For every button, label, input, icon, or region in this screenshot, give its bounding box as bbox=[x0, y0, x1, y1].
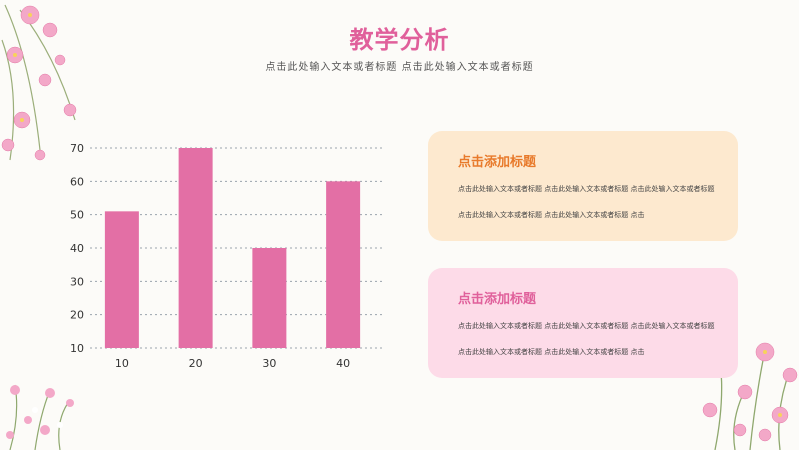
x-tick-label: 40 bbox=[336, 357, 350, 370]
y-tick-label: 40 bbox=[70, 242, 84, 255]
x-tick-label: 20 bbox=[189, 357, 203, 370]
page-title: 教学分析 bbox=[349, 26, 450, 54]
flower-cluster-icon bbox=[1, 4, 77, 161]
x-tick-label: 10 bbox=[115, 357, 129, 370]
card-body-text: 点击此处输入文本或者标题 点击此处输入文本或者标题 点击此处输入文本或者标题 点… bbox=[458, 185, 715, 219]
card-body-text: 点击此处输入文本或者标题 点击此处输入文本或者标题 点击此处输入文本或者标题 点… bbox=[458, 322, 715, 356]
flower-bush-icon bbox=[6, 384, 74, 450]
y-tick-label: 50 bbox=[70, 209, 84, 222]
y-tick-label: 10 bbox=[70, 342, 84, 355]
card-heading: 点击添加标题 bbox=[458, 292, 537, 307]
info-card[interactable]: 点击添加标题 点击此处输入文本或者标题 点击此处输入文本或者标题 点击此处输入文… bbox=[428, 268, 738, 378]
bar bbox=[252, 248, 287, 348]
info-card[interactable]: 点击添加标题 点击此处输入文本或者标题 点击此处输入文本或者标题 点击此处输入文… bbox=[428, 131, 738, 241]
y-tick-label: 30 bbox=[70, 275, 84, 288]
page-subtitle: 点击此处输入文本或者标题 点击此处输入文本或者标题 bbox=[265, 62, 534, 73]
card-heading: 点击添加标题 bbox=[458, 155, 537, 170]
y-tick-label: 60 bbox=[70, 175, 84, 188]
bar bbox=[326, 181, 361, 348]
x-tick-label: 30 bbox=[262, 357, 276, 370]
bar bbox=[178, 148, 213, 348]
y-tick-label: 70 bbox=[70, 142, 84, 155]
y-tick-label: 20 bbox=[70, 309, 84, 322]
bar bbox=[104, 211, 139, 348]
bar-chart: 10 20 30 40 50 60 70 10 20 30 40 bbox=[70, 142, 385, 370]
